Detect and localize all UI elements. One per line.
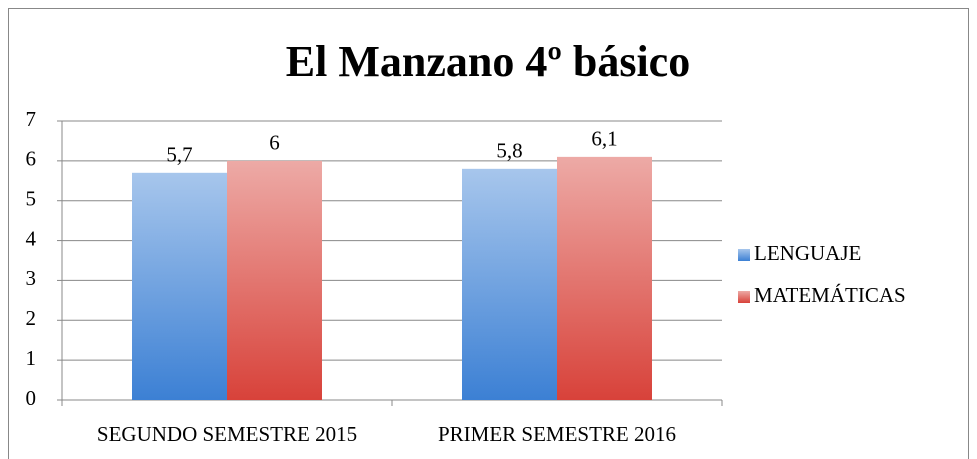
data-label: 6 — [269, 131, 280, 155]
bar — [132, 172, 227, 400]
chart-title: El Manzano 4º básico — [286, 37, 690, 86]
x-tick-label: SEGUNDO SEMESTRE 2015 — [97, 422, 357, 446]
x-tick-label: PRIMER SEMESTRE 2016 — [438, 422, 676, 446]
data-label: 5,8 — [496, 139, 522, 163]
legend-swatch — [738, 291, 750, 303]
y-tick-label: 4 — [26, 226, 37, 250]
y-tick-label: 2 — [26, 306, 37, 330]
bar — [462, 168, 557, 400]
y-tick-label: 6 — [26, 147, 37, 171]
y-tick-label: 5 — [26, 187, 37, 211]
legend-label: MATEMÁTICAS — [754, 283, 906, 307]
y-tick-label: 0 — [26, 386, 37, 410]
bar — [557, 156, 652, 400]
bar — [227, 160, 322, 400]
data-label: 6,1 — [591, 127, 617, 151]
y-tick-label: 1 — [26, 346, 37, 370]
legend-swatch — [738, 249, 750, 261]
legend-label: LENGUAJE — [754, 241, 861, 265]
y-tick-label: 7 — [26, 107, 37, 131]
data-label: 5,7 — [166, 143, 192, 167]
y-tick-label: 3 — [26, 266, 37, 290]
